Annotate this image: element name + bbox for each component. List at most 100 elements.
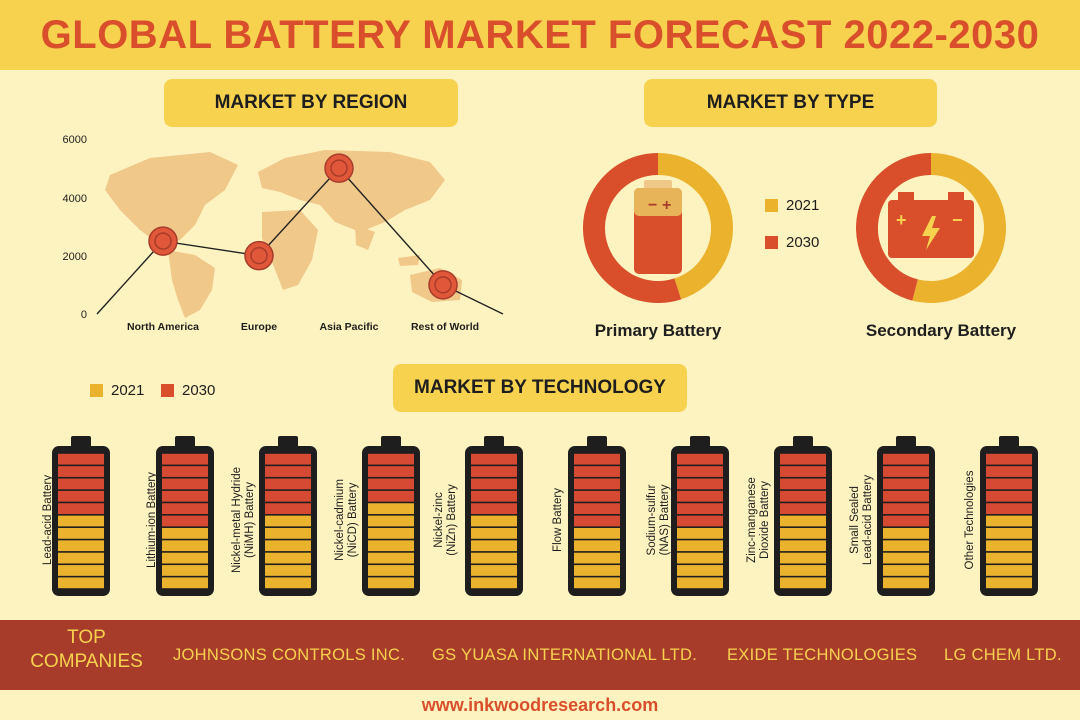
ytick-0: 0	[81, 309, 87, 321]
section-title-region: MARKET BY REGION	[164, 79, 458, 127]
segment-2021	[471, 527, 517, 539]
tech-label-lead-acid-battery: Lead-acid Battery	[42, 475, 54, 565]
company-exide: EXIDE TECHNOLOGIES	[727, 646, 918, 664]
battery-lead-acid-battery	[52, 436, 110, 596]
segment-2021	[265, 552, 311, 564]
footer-band	[0, 620, 1080, 690]
segment-2030	[883, 453, 929, 465]
battery-nickel-zinc-nizn-battery	[465, 436, 523, 596]
segment-2021	[471, 540, 517, 552]
segment-2021	[58, 565, 104, 576]
segment-2021	[265, 527, 311, 539]
segment-2030	[780, 466, 826, 477]
svg-text:−: −	[648, 197, 657, 214]
ytick-2000: 2000	[63, 251, 87, 263]
region-point-asia-pacific	[324, 153, 354, 183]
segment-2030	[677, 515, 723, 527]
segment-2021	[58, 540, 104, 552]
swatch-2030	[161, 384, 174, 397]
battery-terminal	[175, 436, 195, 448]
segment-2030	[574, 515, 620, 527]
battery-nickel-metal-hydride-nimh-battery	[259, 436, 317, 596]
top-companies-line2: COMPANIES	[30, 651, 143, 672]
battery-zinc-manganese-dioxide-battery	[774, 436, 832, 596]
section-title-technology: MARKET BY TECHNOLOGY	[393, 364, 687, 412]
segment-2030	[368, 466, 414, 477]
page-title: GLOBAL BATTERY MARKET FORECAST 2022-2030	[40, 13, 1040, 57]
region-points	[148, 153, 458, 300]
region-point-ring	[330, 159, 348, 177]
battery-terminal	[896, 436, 916, 448]
battery-terminal	[484, 436, 504, 448]
company-gs-yuasa: GS YUASA INTERNATIONAL LTD.	[432, 646, 698, 664]
segment-2030	[162, 503, 208, 515]
segment-2021	[162, 527, 208, 539]
segment-2030	[677, 453, 723, 465]
company-lg-chem: LG CHEM LTD.	[944, 646, 1062, 664]
segment-2030	[574, 503, 620, 515]
tech-label-other-technologies: Other Technologies	[964, 470, 976, 569]
battery-terminal	[999, 436, 1019, 448]
segment-2030	[883, 490, 929, 502]
segment-2021	[574, 577, 620, 589]
segment-2021	[265, 540, 311, 552]
tech-label-lithium-ion-battery: Lithium-ion Battery	[146, 472, 158, 568]
segment-2030	[780, 490, 826, 502]
donut-primary	[583, 153, 733, 303]
battery-terminal	[381, 436, 401, 448]
label-primary-battery: Primary Battery	[594, 321, 722, 340]
segment-2030	[986, 503, 1032, 515]
segment-2030	[574, 453, 620, 465]
region-point-europe	[244, 240, 274, 271]
segment-2021	[780, 565, 826, 576]
segment-2030	[265, 503, 311, 515]
segment-2021	[58, 515, 104, 527]
battery-terminal	[587, 436, 607, 448]
tech-label-sodium-sulfur-nas-battery: Sodium-sulfur(NAS) Battery	[646, 484, 671, 555]
segment-2021	[58, 527, 104, 539]
tech-label-nickel-metal-hydride-nimh-battery: Nickel-metal Hydride(NiMH) Battery	[231, 467, 256, 573]
website-link[interactable]: www.inkwoodresearch.com	[421, 695, 659, 715]
type-legend-2030: 2030	[765, 234, 819, 251]
segment-2030	[883, 515, 929, 527]
segment-2021	[574, 527, 620, 539]
tech-label-zinc-manganese-dioxide-battery: Zinc-manganeseDioxide Battery	[746, 477, 771, 563]
segment-2021	[883, 565, 929, 576]
segment-2021	[986, 565, 1032, 576]
tech-label-nickel-cadmium-nicd-battery: Nickel-cadmium(NiCD) Battery	[334, 479, 359, 561]
primary-battery-icon: − +	[634, 180, 682, 274]
segment-2030	[471, 466, 517, 477]
segment-2030	[471, 453, 517, 465]
primary-slice-2021	[657, 153, 733, 300]
segment-2021	[883, 577, 929, 589]
segment-2030	[883, 466, 929, 477]
segment-2021	[368, 577, 414, 589]
segment-2030	[986, 478, 1032, 490]
segment-2021	[368, 503, 414, 515]
region-point-ring	[154, 232, 172, 250]
segment-2030	[883, 478, 929, 490]
segment-2021	[986, 552, 1032, 564]
segment-2021	[677, 527, 723, 539]
segment-2021	[162, 577, 208, 589]
segment-2021	[162, 552, 208, 564]
svg-text:+: +	[896, 210, 907, 230]
segment-2021	[574, 552, 620, 564]
type-legend-2030-label: 2030	[786, 234, 820, 251]
segment-2021	[986, 540, 1032, 552]
segment-2030	[265, 453, 311, 465]
segment-2030	[58, 490, 104, 502]
swatch-2021	[90, 384, 103, 397]
segment-2021	[58, 552, 104, 564]
segment-2021	[471, 577, 517, 589]
segment-2021	[677, 540, 723, 552]
xlabel-north-america: North America	[127, 321, 199, 333]
segment-2030	[677, 478, 723, 490]
xlabel-rest-of-world: Rest of World	[411, 321, 479, 333]
segment-2030	[780, 478, 826, 490]
segment-2021	[368, 552, 414, 564]
segment-2021	[265, 577, 311, 589]
segment-2030	[58, 478, 104, 490]
region-point-ring	[434, 276, 452, 294]
segment-2030	[574, 490, 620, 502]
